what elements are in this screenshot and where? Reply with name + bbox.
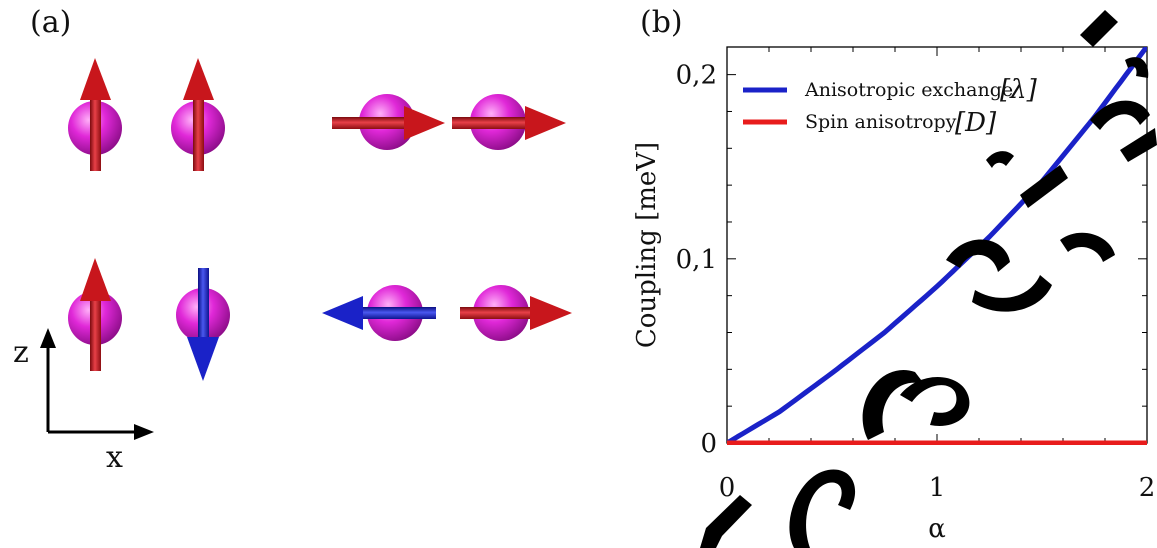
series [727,47,1147,445]
spin-up-arrow [68,58,122,171]
spin-up-arrow [68,258,122,371]
legend-entry: Anisotropic exchange [λ] [743,75,1038,105]
spin-pair-x-parallel [332,94,566,150]
y-axis-title: Coupling [meV] [632,142,662,348]
legend: Anisotropic exchange [λ] Spin anisotropy… [743,75,1038,138]
x-tick-label: 2 [1139,473,1156,503]
legend-symbol-d-bracket: [D] [955,108,997,138]
spin-pair-z-antiparallel [68,258,230,381]
legend-label-anisotropic-exchange: Anisotropic exchange [804,79,1013,101]
spin-left-arrow [322,285,436,341]
y-tick-label: 0 [700,429,717,459]
manuscript-watermark [700,10,1157,548]
spin-right-arrow [332,94,445,150]
legend-entry: Spin anisotropy [D] [743,108,997,138]
spin-up-arrow [171,58,225,171]
z-axis-label: z [13,335,29,370]
x-tick-label: 0 [719,473,736,503]
legend-symbol-lambda-bracket: [λ] [1000,75,1038,105]
panel-a-label: (a) [30,5,71,40]
spin-right-arrow [460,285,572,341]
y-tick-label: 0,1 [676,245,717,275]
spin-down-arrow [176,268,230,381]
panel-b-label: (b) [640,5,683,40]
x-axis-title: α [928,514,946,544]
spin-right-arrow [452,94,566,150]
coupling-plot: 0 1 2 0 0,1 0,2 Coupling [meV] α Anisotropic … [632,46,1155,544]
x-tick-label: 1 [929,473,946,503]
series-line-anisotropic-exchange [727,47,1147,445]
legend-label-spin-anisotropy: Spin anisotropy [805,111,957,133]
coordinate-axes: z x [13,328,154,475]
x-axis-label: x [106,440,123,475]
spin-pair-z-parallel [68,58,225,171]
spin-pair-x-antiparallel [322,285,572,341]
y-tick-label: 0,2 [676,61,717,91]
tick-labels: 0 1 2 0 0,1 0,2 [676,61,1156,503]
